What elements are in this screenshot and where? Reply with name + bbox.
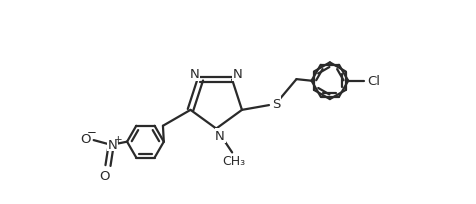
Text: CH₃: CH₃ [222, 154, 245, 167]
Text: O: O [99, 169, 110, 182]
Text: O: O [80, 132, 91, 145]
Text: +: + [114, 134, 122, 144]
Text: Cl: Cl [367, 75, 379, 88]
Text: S: S [271, 98, 279, 110]
Text: N: N [108, 138, 118, 151]
Text: N: N [232, 68, 242, 81]
Text: N: N [189, 68, 199, 81]
Text: −: − [87, 125, 97, 138]
Text: N: N [215, 129, 225, 142]
